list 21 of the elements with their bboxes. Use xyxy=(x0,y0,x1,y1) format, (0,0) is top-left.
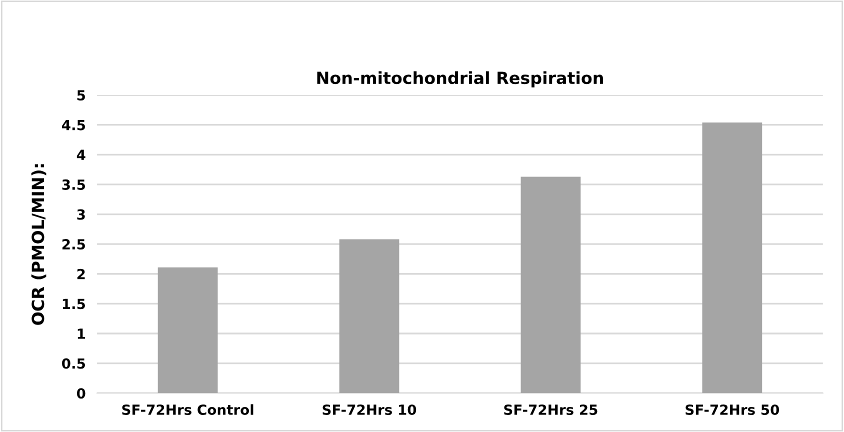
y-tick-label: 2.5 xyxy=(62,239,85,250)
y-tick-label: 4.5 xyxy=(62,120,85,130)
x-tick-label: SF-72Hrs 10 xyxy=(322,404,416,415)
bar xyxy=(158,267,218,394)
y-axis-title: OCR (PMOL/MIN): xyxy=(31,164,46,325)
bar xyxy=(339,239,400,394)
bar xyxy=(702,122,762,394)
y-tick-label: 1.5 xyxy=(62,298,85,310)
y-tick-label: 4 xyxy=(76,150,86,160)
y-tick-label: 0.5 xyxy=(62,358,85,369)
y-tick-label: 5 xyxy=(77,90,85,101)
y-tick-label: 3 xyxy=(77,209,85,220)
bar xyxy=(520,176,581,394)
x-tick-label: SF-72Hrs 25 xyxy=(504,404,598,415)
chart-title: Non-mitochondrial Respiration xyxy=(317,71,603,88)
x-tick-label: SF-72Hrs Control xyxy=(122,404,254,415)
y-tick-label: 2 xyxy=(77,268,85,280)
x-tick-label: SF-72Hrs 50 xyxy=(686,404,780,415)
y-tick-label: 0 xyxy=(76,388,86,399)
y-tick-label: 1 xyxy=(78,328,85,339)
y-tick-label: 3.5 xyxy=(62,179,85,190)
